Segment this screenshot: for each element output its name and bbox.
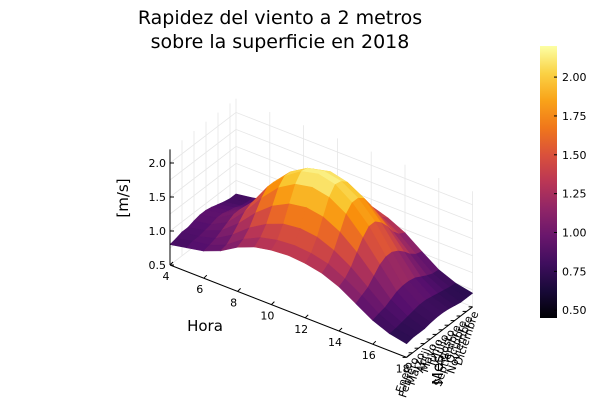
z-tick-label: 1.0 — [149, 225, 167, 238]
x-axis-line — [169, 264, 407, 358]
colorbar-tick-label: 1.00 — [562, 227, 587, 240]
colorbar-tick-label: 2.00 — [562, 71, 587, 84]
y-axis-line — [406, 306, 473, 358]
colorbar-tick-label: 0.75 — [562, 265, 587, 278]
x-tick-label: 12 — [294, 323, 308, 336]
y-axis-label: Mes — [429, 355, 447, 385]
z-tick-label: 1.5 — [149, 191, 167, 204]
z-tick-label: 2.0 — [149, 157, 167, 170]
x-tick — [169, 261, 174, 266]
colorbar-tick-label: 1.50 — [562, 149, 587, 162]
colorbar-tick-label: 1.25 — [562, 188, 587, 201]
x-tick-label: 14 — [328, 336, 342, 349]
z-axis-label: [m/s] — [114, 178, 132, 217]
chart-title-line1: Rapidez del viento a 2 metros — [137, 7, 423, 29]
colorbar-gradient — [540, 46, 557, 318]
x-tick — [237, 288, 241, 292]
x-tick-label: 16 — [362, 349, 376, 362]
x-tick — [203, 274, 208, 279]
x-tick — [304, 314, 309, 319]
x-tick — [372, 340, 377, 345]
colorbar: 0.50 0.75 1.00 1.25 1.50 1.75 2.00 — [540, 46, 587, 318]
colorbar-tick-label: 1.75 — [562, 110, 587, 123]
x-tick-label: 10 — [260, 310, 274, 323]
x-tick-label: 4 — [163, 270, 170, 283]
x-tick-label: 8 — [230, 296, 237, 309]
surface-patch — [389, 328, 414, 345]
x-tick — [338, 327, 343, 332]
x-axis-label: Hora — [187, 317, 223, 335]
x-tick-label: 18 — [396, 362, 410, 375]
surface-plot — [169, 167, 474, 345]
z-tick-label: 0.5 — [149, 259, 167, 272]
x-tick-label: 6 — [196, 283, 203, 296]
colorbar-tick-label: 0.50 — [562, 304, 587, 317]
x-tick — [271, 301, 275, 305]
chart-title-line2: sobre la superficie en 2018 — [150, 31, 410, 53]
